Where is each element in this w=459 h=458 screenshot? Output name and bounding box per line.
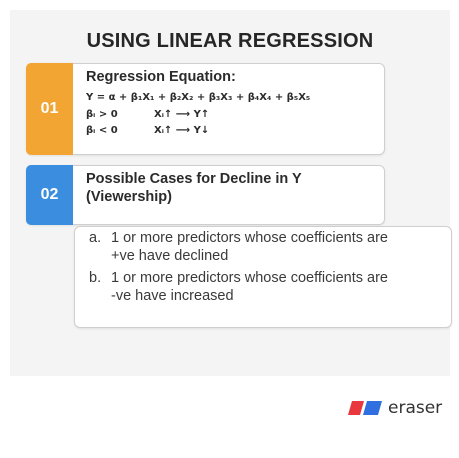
section-2-heading-line-1: Possible Cases for Decline in Y	[86, 171, 302, 187]
section-1-heading: Regression Equation:	[86, 69, 236, 85]
regression-equation: Y = α + β₁X₁ + β₂X₂ + β₃X₃ + β₄X₄ + β₅X₅	[86, 92, 311, 103]
list-item-line-2: +ve have declined	[111, 248, 229, 264]
section-2-card	[26, 165, 385, 225]
slide: USING LINEAR REGRESSION 01 Regression Eq…	[10, 10, 452, 376]
list-item-marker: b.	[89, 270, 102, 286]
section-2-number-badge: 02	[26, 165, 73, 225]
section-2-heading-line-2: (Viewership)	[86, 189, 172, 205]
rule-positive-condition: βᵢ > 0	[86, 109, 118, 120]
eraser-logo-icon	[348, 401, 382, 415]
list-item-line-2: -ve have increased	[111, 288, 234, 304]
list-item-line-1: 1 or more predictors whose coefficients …	[111, 270, 388, 286]
slide-title: USING LINEAR REGRESSION	[86, 30, 374, 52]
cases-list-card	[74, 226, 452, 328]
list-item-marker: a.	[89, 230, 102, 246]
eraser-logo-text: eraser	[388, 398, 443, 418]
rule-positive-effect: Xᵢ↑ ⟶ Y↑	[154, 109, 210, 120]
rule-negative-effect: Xᵢ↑ ⟶ Y↓	[154, 125, 210, 136]
section-1-card	[26, 63, 385, 155]
list-item: a. 1 or more predictors whose coefficien…	[89, 229, 439, 269]
list-item: b. 1 or more predictors whose coefficien…	[89, 269, 439, 309]
rule-negative-condition: βᵢ < 0	[86, 125, 118, 136]
list-item-line-1: 1 or more predictors whose coefficients …	[111, 230, 388, 246]
eraser-logo: eraser	[348, 398, 442, 418]
section-1-number-badge: 01	[26, 63, 73, 155]
